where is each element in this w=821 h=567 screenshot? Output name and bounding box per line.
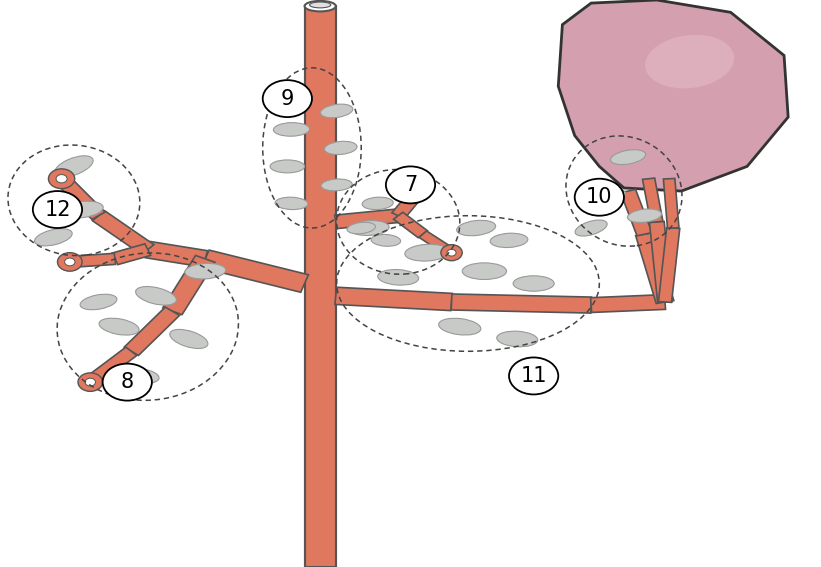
Ellipse shape: [305, 1, 336, 11]
Ellipse shape: [324, 141, 357, 155]
Polygon shape: [335, 287, 452, 311]
Ellipse shape: [362, 197, 393, 210]
Ellipse shape: [462, 263, 507, 280]
Circle shape: [78, 373, 103, 391]
Text: 9: 9: [281, 88, 294, 109]
Ellipse shape: [185, 264, 226, 279]
Ellipse shape: [378, 269, 419, 285]
Circle shape: [65, 258, 75, 266]
Polygon shape: [335, 209, 399, 229]
Ellipse shape: [170, 329, 208, 349]
Polygon shape: [643, 178, 663, 222]
Circle shape: [414, 188, 424, 194]
Polygon shape: [145, 242, 208, 267]
Polygon shape: [621, 189, 652, 236]
Ellipse shape: [456, 221, 496, 236]
Ellipse shape: [80, 294, 117, 310]
Ellipse shape: [589, 189, 626, 206]
Ellipse shape: [497, 331, 538, 347]
Ellipse shape: [611, 150, 645, 164]
Polygon shape: [163, 256, 215, 315]
Polygon shape: [112, 244, 151, 265]
Text: 7: 7: [404, 175, 417, 195]
Circle shape: [386, 166, 435, 204]
Ellipse shape: [490, 233, 528, 248]
Polygon shape: [419, 231, 456, 256]
Polygon shape: [635, 232, 674, 303]
Ellipse shape: [405, 244, 449, 261]
Ellipse shape: [120, 368, 159, 384]
Polygon shape: [658, 227, 680, 302]
Ellipse shape: [371, 234, 401, 246]
Ellipse shape: [275, 197, 308, 210]
Circle shape: [509, 357, 558, 395]
Circle shape: [103, 363, 152, 401]
Ellipse shape: [513, 276, 554, 291]
Polygon shape: [663, 179, 679, 229]
Polygon shape: [649, 222, 672, 302]
Circle shape: [56, 175, 67, 183]
Circle shape: [447, 249, 456, 256]
Circle shape: [48, 169, 75, 189]
Ellipse shape: [321, 179, 352, 191]
Polygon shape: [452, 294, 591, 313]
Polygon shape: [124, 307, 180, 356]
Polygon shape: [590, 295, 666, 312]
Polygon shape: [393, 212, 428, 238]
Ellipse shape: [310, 2, 331, 8]
Ellipse shape: [645, 35, 734, 88]
Circle shape: [57, 253, 82, 271]
Polygon shape: [69, 253, 116, 268]
Ellipse shape: [350, 221, 389, 235]
Ellipse shape: [270, 160, 305, 173]
Text: 10: 10: [586, 187, 612, 207]
Ellipse shape: [627, 209, 662, 222]
Ellipse shape: [99, 318, 139, 335]
Ellipse shape: [55, 156, 93, 177]
Polygon shape: [305, 6, 336, 567]
Ellipse shape: [135, 286, 177, 305]
Polygon shape: [93, 211, 154, 255]
Polygon shape: [85, 347, 137, 386]
Ellipse shape: [438, 318, 481, 335]
Polygon shape: [392, 188, 425, 219]
Ellipse shape: [575, 220, 608, 236]
Circle shape: [33, 191, 82, 228]
Polygon shape: [201, 250, 309, 292]
Ellipse shape: [320, 104, 353, 118]
Polygon shape: [558, 0, 788, 191]
Circle shape: [263, 80, 312, 117]
Polygon shape: [55, 175, 105, 219]
Text: 8: 8: [121, 372, 134, 392]
Ellipse shape: [269, 86, 305, 99]
Circle shape: [407, 183, 430, 200]
Circle shape: [575, 179, 624, 215]
Circle shape: [85, 378, 95, 386]
Circle shape: [441, 245, 462, 261]
Ellipse shape: [61, 201, 103, 218]
Ellipse shape: [347, 222, 375, 234]
Ellipse shape: [273, 122, 310, 136]
Text: 12: 12: [44, 200, 71, 219]
Ellipse shape: [34, 229, 72, 246]
Text: 11: 11: [521, 366, 547, 386]
